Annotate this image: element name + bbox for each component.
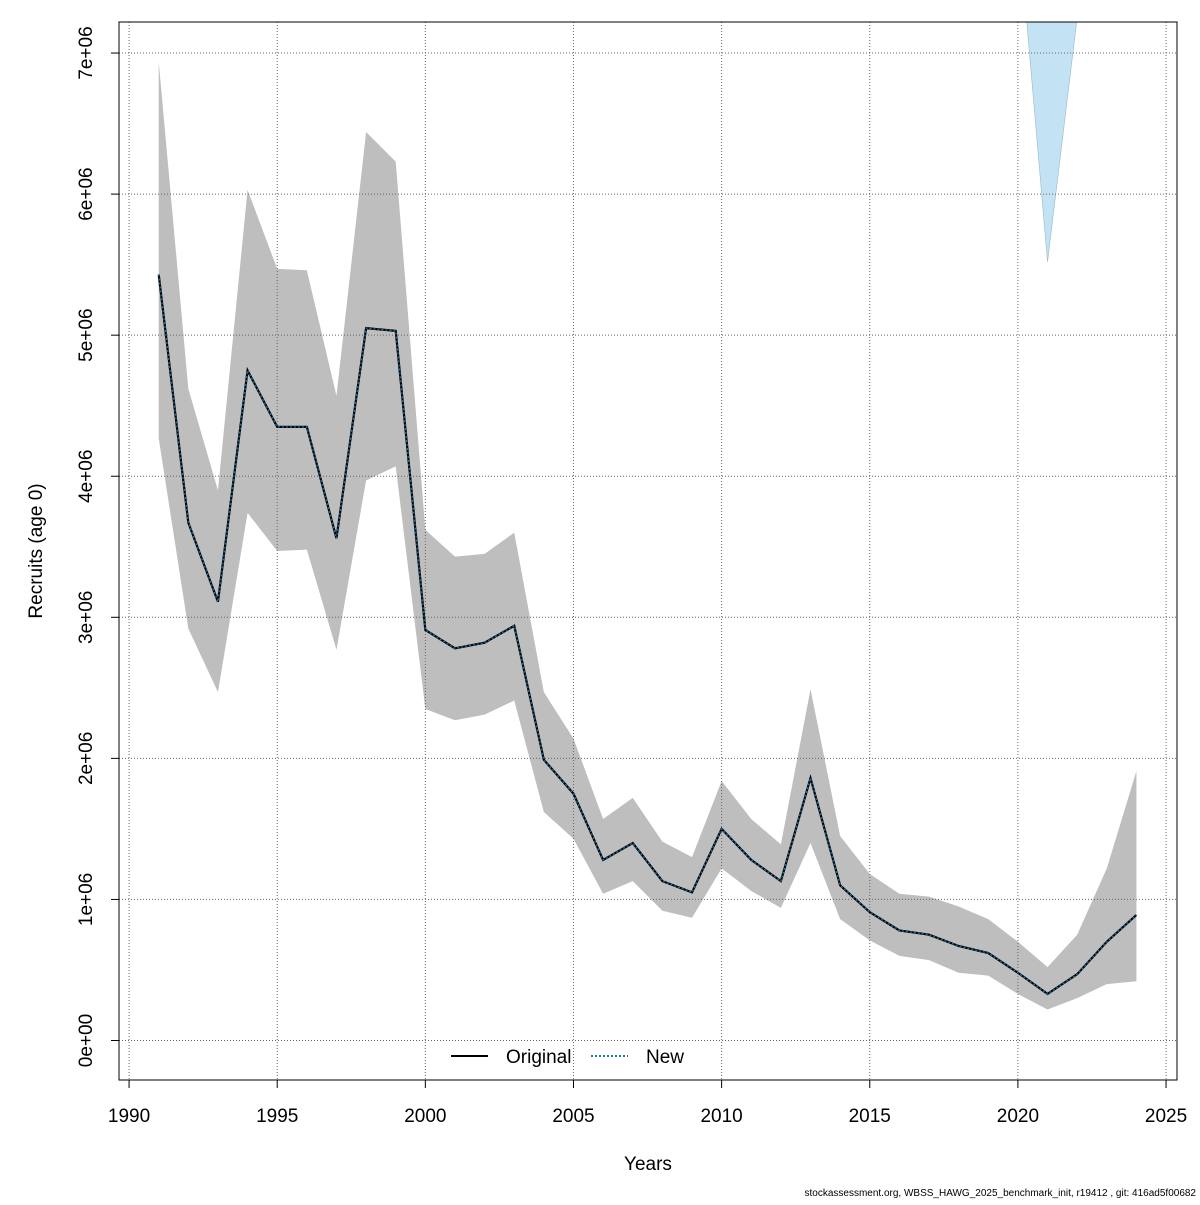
- x-tick-label: 2020: [997, 1106, 1039, 1127]
- x-axis-label: Years: [624, 1154, 672, 1175]
- footer-text: stockassessment.org, WBSS_HAWG_2025_benc…: [804, 1188, 1196, 1199]
- legend-label-original: Original: [506, 1047, 571, 1068]
- x-tick-label: 2010: [700, 1106, 742, 1127]
- y-tick-label: 5e+06: [76, 308, 97, 361]
- x-tick-label: 2025: [1145, 1106, 1187, 1127]
- x-tick-label: 1995: [256, 1106, 298, 1127]
- x-tick-label: 2015: [849, 1106, 891, 1127]
- x-tick-label: 2005: [552, 1106, 594, 1127]
- y-tick-label: 4e+06: [76, 450, 97, 503]
- x-tick-label: 2000: [404, 1106, 446, 1127]
- legend-label-new: New: [646, 1047, 684, 1068]
- y-tick-label: 7e+06: [76, 26, 97, 79]
- x-tick-label: 1990: [108, 1106, 150, 1127]
- legend: Original New: [451, 1047, 684, 1068]
- confidence-band-original: [159, 61, 1137, 1009]
- y-tick-label: 0e+00: [76, 1014, 97, 1067]
- y-axis-label: Recruits (age 0): [26, 483, 47, 618]
- y-tick-label: 6e+06: [76, 167, 97, 220]
- y-tick-label: 3e+06: [76, 591, 97, 644]
- confidence-band-new: [1018, 0, 1077, 262]
- y-tick-label: 1e+06: [76, 873, 97, 926]
- y-tick-label: 2e+06: [76, 732, 97, 785]
